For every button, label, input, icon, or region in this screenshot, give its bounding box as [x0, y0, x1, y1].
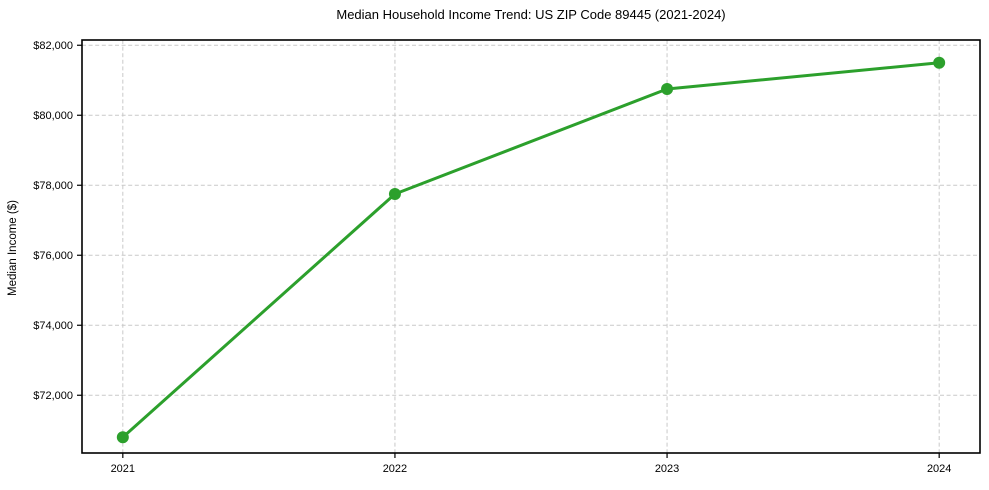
y-tick-label: $82,000: [33, 40, 73, 52]
x-tick-label: 2021: [111, 463, 135, 475]
x-tick-label: 2022: [383, 463, 407, 475]
y-tick-label: $76,000: [33, 250, 73, 262]
data-point-marker: [116, 431, 129, 444]
chart-title: Median Household Income Trend: US ZIP Co…: [336, 7, 726, 22]
plot-border: [81, 39, 981, 454]
data-point-marker: [933, 56, 946, 69]
y-tick-label: $74,000: [33, 320, 73, 332]
data-point-marker: [388, 188, 401, 200]
y-tick-label: $78,000: [33, 180, 73, 192]
x-tick-label: 2024: [927, 463, 951, 475]
x-tick-label: 2023: [655, 463, 679, 475]
y-tick-label: $72,000: [33, 390, 73, 402]
y-tick-label: $80,000: [33, 110, 73, 122]
data-point-marker: [661, 83, 674, 95]
data-line: [121, 61, 941, 439]
